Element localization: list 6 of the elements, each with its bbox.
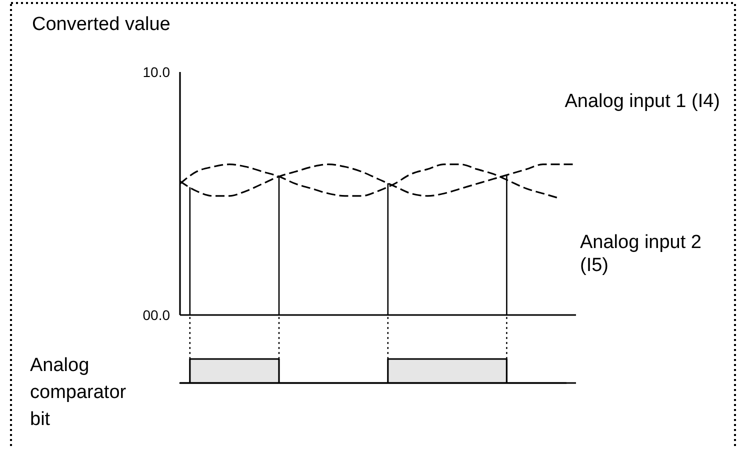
y-tick-label: 00.0 [142, 306, 170, 323]
y-axis-title: Converted value [32, 14, 170, 35]
y-axis-title: Analog comparator bit [30, 355, 127, 430]
text: Analog input 2 (I5) [580, 232, 702, 276]
text: Analog input 1 (I4) [564, 91, 720, 112]
y-tick-label: 10.0 [142, 64, 170, 80]
